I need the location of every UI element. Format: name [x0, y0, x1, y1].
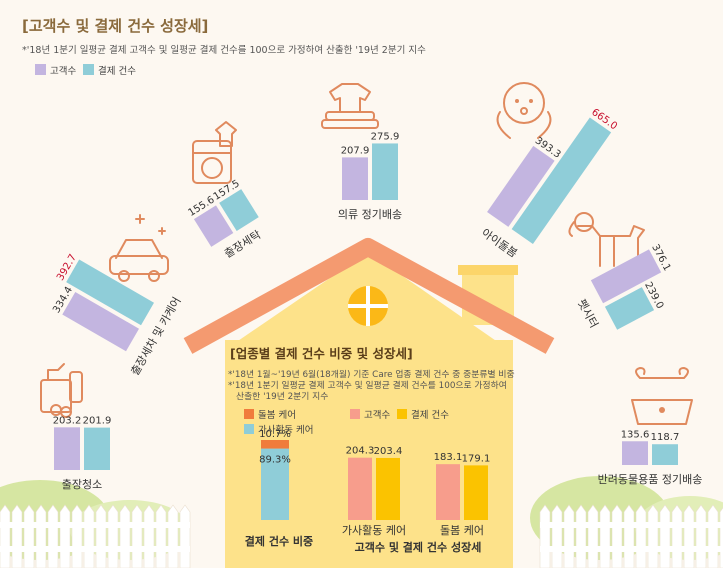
- bar-value-3-0: 207.9: [341, 145, 370, 156]
- legend-label-payments: 결제 건수: [98, 66, 136, 77]
- legend-label-care: 돌봄 케어: [258, 410, 296, 421]
- share-label-home: 89.3%: [259, 455, 291, 466]
- inner-growth-chart: 204.3 203.4 가사활동 케어 183.1 179.1 돌봄 케어: [342, 446, 490, 537]
- bar-2-customers: [193, 205, 234, 247]
- baby-icon: [496, 82, 552, 139]
- fence-left: [0, 504, 191, 568]
- bar-value-6-0: 135.6: [621, 429, 650, 440]
- inner-bar-value-1-1: 179.1: [462, 453, 491, 464]
- cleaning-supplies-icon: [40, 363, 83, 418]
- washing-machine-icon: [192, 121, 237, 184]
- inner-bar-value-1-0: 183.1: [434, 452, 463, 463]
- bar-6-payments: [652, 444, 678, 465]
- legend-swatch-inner-payments: [397, 409, 407, 419]
- bar-0-customers: [54, 427, 80, 470]
- bar-4-customers: [487, 145, 555, 227]
- bar-1-customers: [62, 291, 139, 352]
- bar-0-payments: [84, 427, 110, 470]
- inner-bar-1-1: [464, 465, 488, 520]
- inner-note-3: 산출한 '19년 2분기 지수: [236, 391, 328, 402]
- house: [183, 238, 555, 568]
- legend-swatch-inner-customers: [350, 409, 360, 419]
- bar-3-customers: [342, 157, 368, 200]
- legend-swatch-care: [244, 409, 254, 419]
- bar-1-payments: [66, 259, 154, 326]
- bar-2-payments: [219, 189, 259, 231]
- category-label-5: 펫시터: [575, 297, 601, 330]
- inner-bar-0-0: [348, 457, 372, 520]
- bar-3-payments: [372, 143, 398, 200]
- bar-value-0-1: 201.9: [83, 416, 112, 427]
- legend-swatch-home: [244, 424, 254, 434]
- bar-group-0: 203.2 201.9 출장청소: [53, 415, 112, 491]
- legend-label-customers: 고객수: [50, 66, 76, 77]
- category-label-6: 반려동물용품 정기배송: [598, 473, 703, 486]
- legend-label-home: 가사활동 케어: [258, 424, 313, 436]
- inner-category-1: 돌봄 케어: [440, 524, 484, 537]
- legend-label-inner-customers: 고객수: [364, 410, 390, 421]
- share-bar-home: [261, 448, 289, 520]
- bar-group-6: 135.6 118.7 반려동물용품 정기배송: [598, 429, 703, 486]
- inner-note-1: *'18년 1월~'19년 6월(18개월) 기준 Care 업종 결제 건수 …: [228, 368, 515, 380]
- page-note: *'18년 1분기 일평균 결제 고객수 및 일평균 결제 건수를 100으로 …: [22, 44, 426, 56]
- legend-swatch-payments: [83, 64, 94, 75]
- dog-icon: [568, 212, 645, 267]
- bar-value-0-0: 203.2: [53, 415, 82, 426]
- inner-category-0: 가사활동 케어: [342, 523, 406, 537]
- inner-bar-1-0: [436, 464, 460, 520]
- bar-value-6-1: 118.7: [651, 432, 680, 443]
- fence-right: [539, 504, 723, 568]
- legend-swatch-customers: [35, 64, 46, 75]
- inner-bar-value-0-0: 204.3: [346, 446, 375, 457]
- share-chart: 10.7% 89.3%: [259, 429, 291, 520]
- inner-title: [업종별 결제 건수 비중 및 성장세]: [230, 346, 413, 361]
- inner-note-2: *'18년 1분기 일평균 결제 고객수 및 일평균 결제 건수를 100으로 …: [228, 379, 507, 391]
- bar-6-customers: [622, 441, 648, 465]
- legend-label-inner-payments: 결제 건수: [411, 410, 449, 421]
- bar-5-payments: [604, 287, 655, 330]
- bar-value-3-1: 275.9: [371, 131, 400, 142]
- bar-4-payments: [511, 117, 612, 245]
- inner-bar-0-1: [376, 457, 400, 520]
- clothes-icon: [321, 83, 379, 129]
- inner-bar-value-0-1: 203.4: [374, 446, 403, 457]
- roof: [183, 238, 555, 354]
- pet-bowl-icon: [631, 367, 693, 425]
- share-chart-label: 결제 건수 비중: [245, 534, 313, 548]
- share-bar-care: [261, 440, 289, 449]
- bar-5-customers: [590, 249, 662, 304]
- category-label-4: 아이돌봄: [479, 226, 520, 260]
- share-label-care: 10.7%: [259, 429, 291, 440]
- category-label-0: 출장청소: [62, 478, 102, 491]
- page-title: [고객수 및 결제 건수 성장세]: [22, 17, 208, 35]
- inner-growth-label: 고객수 및 결제 건수 성장세: [355, 540, 482, 554]
- car-icon: [109, 214, 169, 282]
- category-label-3: 의류 정기배송: [338, 208, 402, 221]
